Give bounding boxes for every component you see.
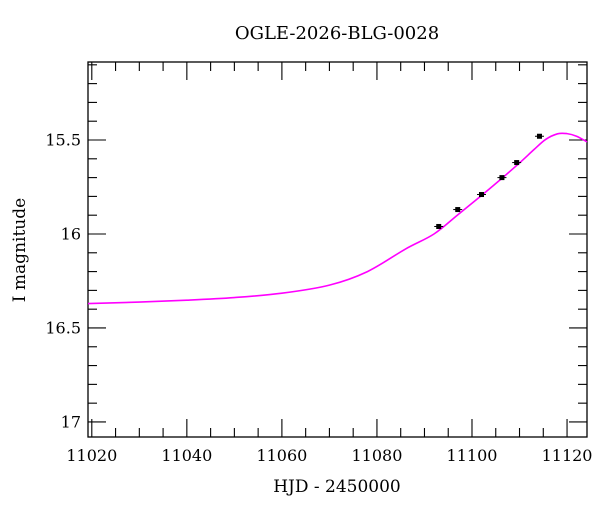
- data-point: [499, 175, 505, 181]
- y-tick-label: 17: [61, 412, 81, 431]
- y-axis-label: I magnitude: [10, 198, 30, 302]
- chart-title: OGLE-2026-BLG-0028: [235, 23, 439, 44]
- x-tick-label: 11040: [161, 446, 212, 465]
- data-point: [536, 133, 542, 139]
- model-curve: [87, 132, 588, 305]
- x-tick-label: 11100: [447, 446, 498, 465]
- data-point: [455, 207, 461, 213]
- x-tick-label: 11080: [351, 446, 402, 465]
- x-tick-label: 11020: [66, 446, 117, 465]
- data-point: [514, 160, 520, 166]
- data-point: [436, 223, 442, 229]
- plot-frame: [87, 61, 588, 438]
- plot-layer: 11020 11040 11060 11080 11100 11120 15.5 16 16.5…: [45, 61, 593, 465]
- y-tick-label: 16: [61, 224, 81, 243]
- y-tick-label: 16.5: [45, 318, 81, 337]
- x-axis-label: HJD - 2450000: [273, 477, 401, 497]
- y-tick-label: 15.5: [45, 131, 81, 150]
- x-tick-label: 11060: [256, 446, 307, 465]
- data-point: [478, 192, 484, 198]
- x-tick-label: 11120: [542, 446, 593, 465]
